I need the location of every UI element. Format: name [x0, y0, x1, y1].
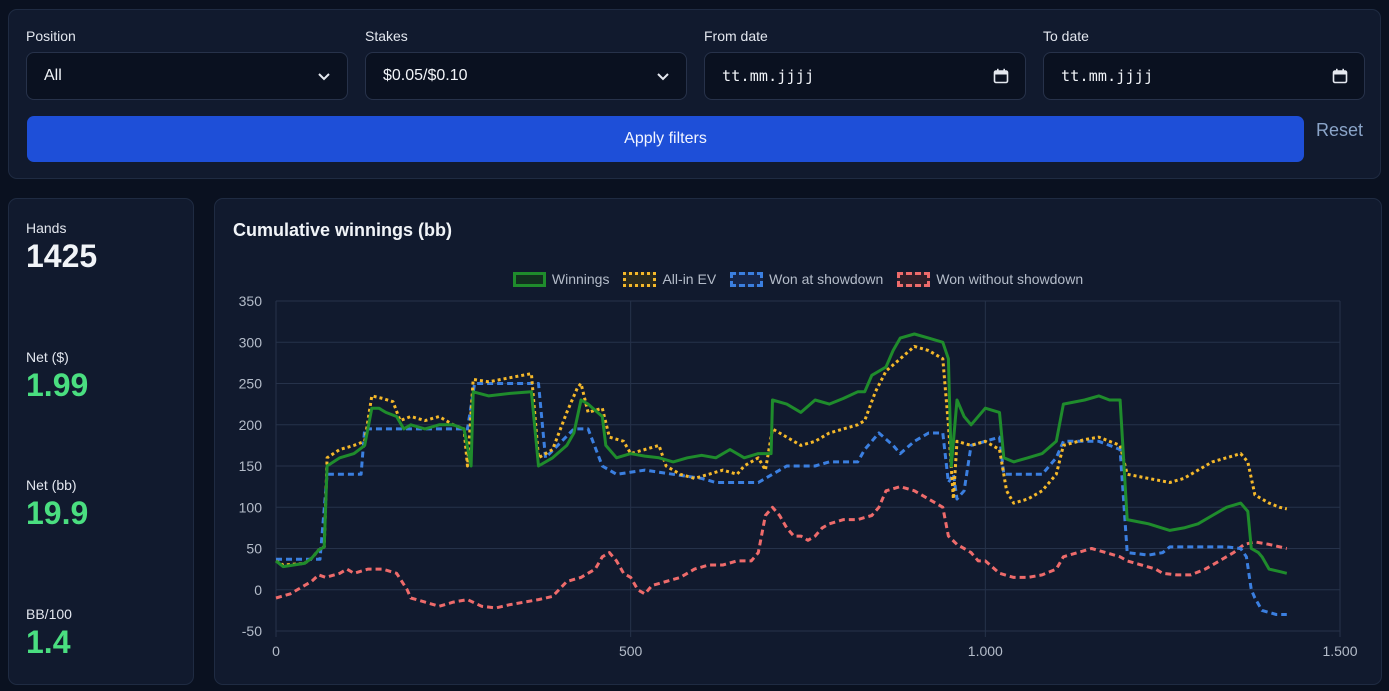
- stakes-label: Stakes: [365, 28, 408, 44]
- to-date-value: tt.mm.jjjj: [1061, 67, 1154, 85]
- x-tick-label: 0: [272, 643, 280, 659]
- reset-link[interactable]: Reset: [1316, 120, 1364, 140]
- y-tick-label: 350: [239, 293, 263, 309]
- y-tick-label: 200: [239, 417, 263, 433]
- to-date-label: To date: [1043, 28, 1089, 44]
- stat-hands-value: 1425: [26, 238, 98, 274]
- stat-net-usd: Net ($) 1.99: [26, 349, 88, 403]
- position-select[interactable]: All: [26, 52, 348, 100]
- from-date-label: From date: [704, 28, 768, 44]
- stakes-value: $0.05/$0.10: [383, 67, 468, 84]
- filters-panel: Position All Stakes $0.05/$0.10 From dat…: [8, 9, 1381, 179]
- legend-swatch-winnings: [512, 271, 546, 287]
- position-label: Position: [26, 28, 76, 44]
- calendar-icon[interactable]: [1332, 68, 1348, 84]
- legend-label-won-without-showdown: Won without showdown: [936, 271, 1084, 287]
- y-tick-label: 250: [239, 376, 263, 392]
- series-line-won-at-showdown: [276, 382, 1287, 616]
- legend-swatch-allin-ev: [623, 271, 657, 287]
- from-date-input[interactable]: tt.mm.jjjj: [704, 52, 1026, 100]
- stat-net-bb-label: Net (bb): [26, 477, 77, 493]
- stat-net-usd-label: Net ($): [26, 349, 69, 365]
- stakes-filter: Stakes $0.05/$0.10: [365, 28, 687, 100]
- stat-hands: Hands 1425: [26, 220, 97, 274]
- legend-swatch-won-at-showdown: [730, 271, 764, 287]
- stat-net-bb: Net (bb) 19.9: [26, 477, 88, 531]
- series-line-won-without-showdown: [275, 485, 1288, 610]
- stats-panel: Hands 1425 Net ($) 1.99 Net (bb) 19.9 BB…: [8, 198, 194, 685]
- y-tick-label: 300: [239, 334, 263, 350]
- x-tick-label: 500: [619, 643, 643, 659]
- chart-card: Cumulative winnings (bb) -50 0 50 100 150 200…: [214, 198, 1382, 685]
- chart-title: Cumulative winnings (bb): [233, 220, 452, 240]
- from-date-filter: From date tt.mm.jjjj: [704, 28, 1026, 100]
- x-tick-label: 1.000: [968, 643, 1003, 659]
- legend-item-won-without-showdown[interactable]: Won without showdown: [897, 271, 1083, 287]
- stat-bb100: BB/100 1.4: [26, 606, 72, 660]
- legend-label-winnings: Winnings: [551, 271, 610, 287]
- legend-item-won-at-showdown[interactable]: Won at showdown: [730, 271, 883, 287]
- y-tick-label: 100: [239, 499, 263, 515]
- position-value: All: [44, 67, 62, 84]
- chevron-down-icon: [657, 73, 669, 81]
- chart-legend: Winnings All-in EV Won at showdown Won w…: [215, 271, 1381, 287]
- to-date-filter: To date tt.mm.jjjj: [1043, 28, 1365, 100]
- legend-item-allin-ev[interactable]: All-in EV: [623, 271, 716, 287]
- stat-bb100-value: 1.4: [26, 624, 71, 660]
- stat-net-usd-value: 1.99: [26, 367, 89, 403]
- legend-label-won-at-showdown: Won at showdown: [769, 271, 884, 287]
- apply-filters-button[interactable]: Apply filters: [27, 116, 1304, 162]
- stat-net-bb-value: 19.9: [26, 495, 89, 531]
- series-line-winnings: [275, 332, 1288, 575]
- chevron-down-icon: [318, 73, 330, 81]
- stat-hands-label: Hands: [26, 220, 67, 236]
- y-tick-label: 50: [246, 541, 262, 557]
- legend-swatch-won-without-showdown: [897, 271, 931, 287]
- position-filter: Position All: [26, 28, 348, 100]
- y-tick-label: -50: [242, 623, 262, 639]
- winnings-chart: -50 0 50 100 150 200 250 300 350 0 500 1.000 1.500: [239, 293, 1358, 659]
- from-date-value: tt.mm.jjjj: [722, 67, 815, 85]
- y-tick-label: 150: [239, 458, 263, 474]
- x-tick-label: 1.500: [1322, 643, 1357, 659]
- stat-bb100-label: BB/100: [26, 606, 72, 622]
- stakes-select[interactable]: $0.05/$0.10: [365, 52, 687, 100]
- calendar-icon[interactable]: [993, 68, 1009, 84]
- series-line-allin-ev: [275, 344, 1288, 567]
- y-tick-label: 0: [254, 582, 262, 598]
- to-date-input[interactable]: tt.mm.jjjj: [1043, 52, 1365, 100]
- legend-label-allin-ev: All-in EV: [662, 271, 717, 287]
- legend-item-winnings[interactable]: Winnings: [512, 271, 610, 287]
